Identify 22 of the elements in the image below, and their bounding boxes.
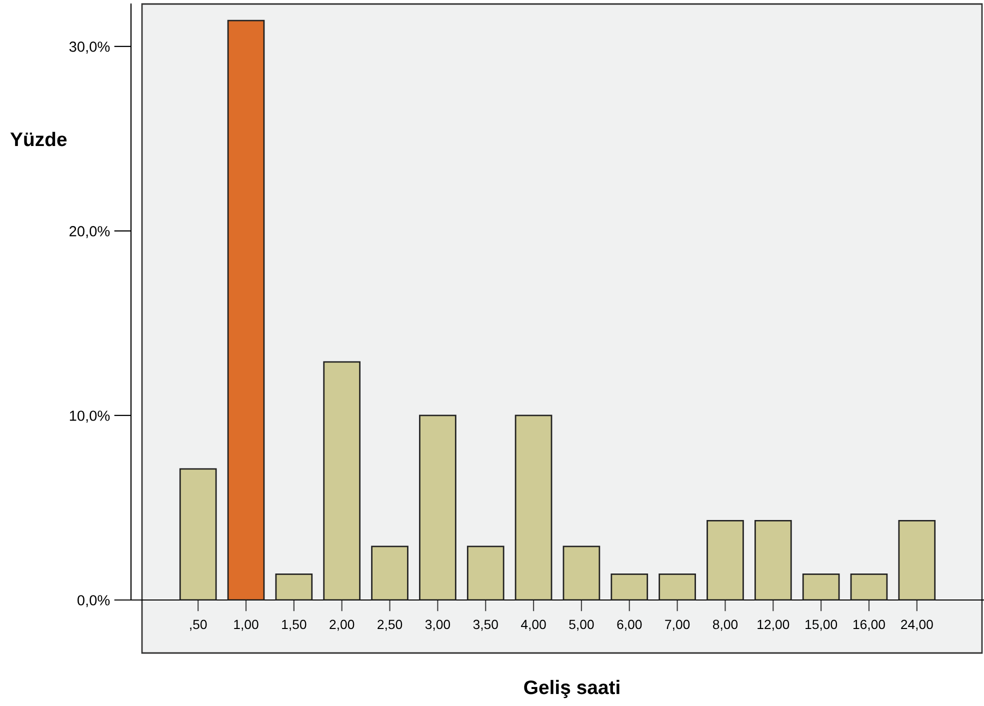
y-tick-label: 30,0% xyxy=(69,42,110,54)
y-tick-label: 10,0% xyxy=(70,410,110,423)
x-tick-label: 7,00 xyxy=(665,620,690,631)
x-tick-label: 2,00 xyxy=(330,620,354,631)
y-tick-label: 20,0% xyxy=(70,226,110,238)
x-tick-label: 6,00 xyxy=(617,620,642,631)
x-tick-label: 5,00 xyxy=(569,620,594,631)
x-tick-label: 1,00 xyxy=(234,620,258,631)
x-tick-label: 1,50 xyxy=(282,620,306,631)
x-tick-label: 15,00 xyxy=(806,620,838,631)
x-tick-label: ,50 xyxy=(190,620,207,631)
x-tick-label: 16,00 xyxy=(853,620,885,631)
x-tick-label: 4,00 xyxy=(521,620,546,631)
y-tick-label: 0,0% xyxy=(78,595,110,608)
x-tick-label: 2,50 xyxy=(378,620,402,631)
y-axis-title: Yüzde xyxy=(10,132,67,146)
x-tick-label: 24,00 xyxy=(901,620,933,631)
x-tick-label: 3,50 xyxy=(473,620,498,631)
x-tick-label: 8,00 xyxy=(712,620,738,631)
x-tick-label: 12,00 xyxy=(758,620,790,631)
x-tick-label: 3,00 xyxy=(425,620,450,631)
x-axis-title: Geliş saati xyxy=(524,680,620,698)
